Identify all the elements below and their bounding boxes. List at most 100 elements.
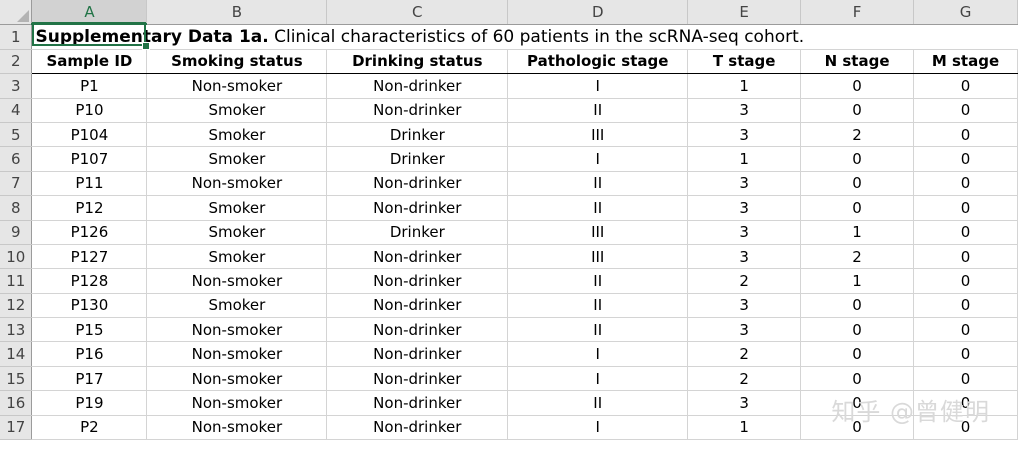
- table-cell[interactable]: II: [507, 390, 689, 416]
- table-cell[interactable]: Non-drinker: [326, 293, 509, 319]
- table-cell[interactable]: Non-drinker: [326, 195, 509, 221]
- table-cell[interactable]: Non-smoker: [146, 317, 328, 343]
- table-cell[interactable]: 0: [800, 317, 915, 343]
- table-cell[interactable]: II: [507, 317, 689, 343]
- table-cell[interactable]: Drinker: [326, 122, 509, 148]
- table-cell[interactable]: P10: [31, 98, 148, 123]
- table-cell[interactable]: 1: [687, 146, 802, 172]
- table-cell[interactable]: P107: [31, 146, 148, 172]
- table-cell[interactable]: Non-drinker: [326, 390, 509, 416]
- table-cell[interactable]: Non-smoker: [146, 73, 328, 99]
- row-header[interactable]: 3: [0, 73, 33, 99]
- column-title-cell[interactable]: Drinking status: [326, 49, 509, 75]
- row-header[interactable]: 8: [0, 195, 33, 221]
- row-header[interactable]: 7: [0, 171, 33, 197]
- row-header[interactable]: 17: [0, 415, 33, 441]
- table-cell[interactable]: P15: [31, 317, 148, 343]
- table-cell[interactable]: 0: [913, 341, 1018, 367]
- column-header-g[interactable]: G: [913, 0, 1018, 25]
- table-cell[interactable]: 0: [800, 98, 915, 123]
- column-header-e[interactable]: E: [687, 0, 802, 25]
- row-header[interactable]: 12: [0, 293, 33, 319]
- column-header-c[interactable]: C: [326, 0, 509, 25]
- table-cell[interactable]: P2: [31, 415, 148, 441]
- table-cell[interactable]: 3: [687, 220, 802, 245]
- row-header[interactable]: 5: [0, 122, 33, 148]
- table-cell[interactable]: 0: [913, 98, 1018, 123]
- table-cell[interactable]: Non-drinker: [326, 244, 509, 270]
- row-header[interactable]: 1: [0, 24, 33, 50]
- table-cell[interactable]: P128: [31, 268, 148, 294]
- table-cell[interactable]: P104: [31, 122, 148, 148]
- table-cell[interactable]: Non-drinker: [326, 366, 509, 392]
- table-cell[interactable]: 1: [800, 220, 915, 245]
- table-cell[interactable]: 0: [913, 195, 1018, 221]
- table-cell[interactable]: Smoker: [146, 195, 328, 221]
- table-cell[interactable]: I: [507, 146, 689, 172]
- table-cell[interactable]: 0: [800, 366, 915, 392]
- table-cell[interactable]: 3: [687, 98, 802, 123]
- table-cell[interactable]: 1: [687, 73, 802, 99]
- column-header-d[interactable]: D: [507, 0, 689, 25]
- row-header[interactable]: 9: [0, 220, 33, 245]
- column-title-cell[interactable]: T stage: [687, 49, 802, 75]
- table-cell[interactable]: 2: [687, 366, 802, 392]
- row-header[interactable]: 14: [0, 341, 33, 367]
- table-cell[interactable]: Non-smoker: [146, 415, 328, 441]
- table-cell[interactable]: 1: [687, 415, 802, 441]
- column-header-a[interactable]: A: [31, 0, 148, 26]
- table-cell[interactable]: Non-drinker: [326, 73, 509, 99]
- table-cell[interactable]: 0: [913, 73, 1018, 99]
- column-header-b[interactable]: B: [146, 0, 328, 25]
- row-header[interactable]: 4: [0, 98, 33, 123]
- column-title-cell[interactable]: M stage: [913, 49, 1018, 75]
- table-cell[interactable]: Smoker: [146, 220, 328, 245]
- table-cell[interactable]: Drinker: [326, 146, 509, 172]
- table-cell[interactable]: Non-smoker: [146, 390, 328, 416]
- table-cell[interactable]: 1: [800, 268, 915, 294]
- table-cell[interactable]: 0: [913, 293, 1018, 319]
- table-cell[interactable]: 0: [800, 146, 915, 172]
- table-cell[interactable]: Non-drinker: [326, 98, 509, 123]
- column-title-cell[interactable]: Sample ID: [31, 49, 148, 75]
- table-cell[interactable]: 0: [913, 220, 1018, 245]
- table-cell[interactable]: Non-drinker: [326, 317, 509, 343]
- table-cell[interactable]: Non-smoker: [146, 268, 328, 294]
- row-header[interactable]: 15: [0, 366, 33, 392]
- table-cell[interactable]: 3: [687, 244, 802, 270]
- table-cell[interactable]: 0: [800, 415, 915, 441]
- table-cell[interactable]: P127: [31, 244, 148, 270]
- table-cell[interactable]: 0: [913, 390, 1018, 416]
- table-cell[interactable]: 3: [687, 195, 802, 221]
- table-cell[interactable]: 3: [687, 390, 802, 416]
- table-cell[interactable]: Non-smoker: [146, 341, 328, 367]
- fill-handle[interactable]: [142, 42, 150, 50]
- row-header[interactable]: 10: [0, 244, 33, 270]
- table-cell[interactable]: 3: [687, 293, 802, 319]
- table-cell[interactable]: Non-drinker: [326, 415, 509, 441]
- table-cell[interactable]: 0: [913, 171, 1018, 197]
- table-cell[interactable]: I: [507, 415, 689, 441]
- row-header[interactable]: 2: [0, 49, 33, 75]
- table-cell[interactable]: 0: [913, 415, 1018, 441]
- table-cell[interactable]: 0: [800, 341, 915, 367]
- row-header[interactable]: 11: [0, 268, 33, 294]
- table-cell[interactable]: III: [507, 122, 689, 148]
- table-cell[interactable]: P16: [31, 341, 148, 367]
- table-cell[interactable]: 0: [800, 73, 915, 99]
- column-title-cell[interactable]: Smoking status: [146, 49, 328, 75]
- select-all-corner[interactable]: [0, 0, 33, 25]
- table-cell[interactable]: 0: [800, 195, 915, 221]
- table-cell[interactable]: Smoker: [146, 122, 328, 148]
- table-cell[interactable]: Non-drinker: [326, 268, 509, 294]
- table-cell[interactable]: II: [507, 293, 689, 319]
- table-cell[interactable]: P12: [31, 195, 148, 221]
- table-cell[interactable]: II: [507, 171, 689, 197]
- table-cell[interactable]: 0: [800, 293, 915, 319]
- table-cell[interactable]: 0: [800, 390, 915, 416]
- table-cell[interactable]: P17: [31, 366, 148, 392]
- column-title-cell[interactable]: N stage: [800, 49, 915, 75]
- table-cell[interactable]: P1: [31, 73, 148, 99]
- table-cell[interactable]: I: [507, 73, 689, 99]
- table-cell[interactable]: Smoker: [146, 98, 328, 123]
